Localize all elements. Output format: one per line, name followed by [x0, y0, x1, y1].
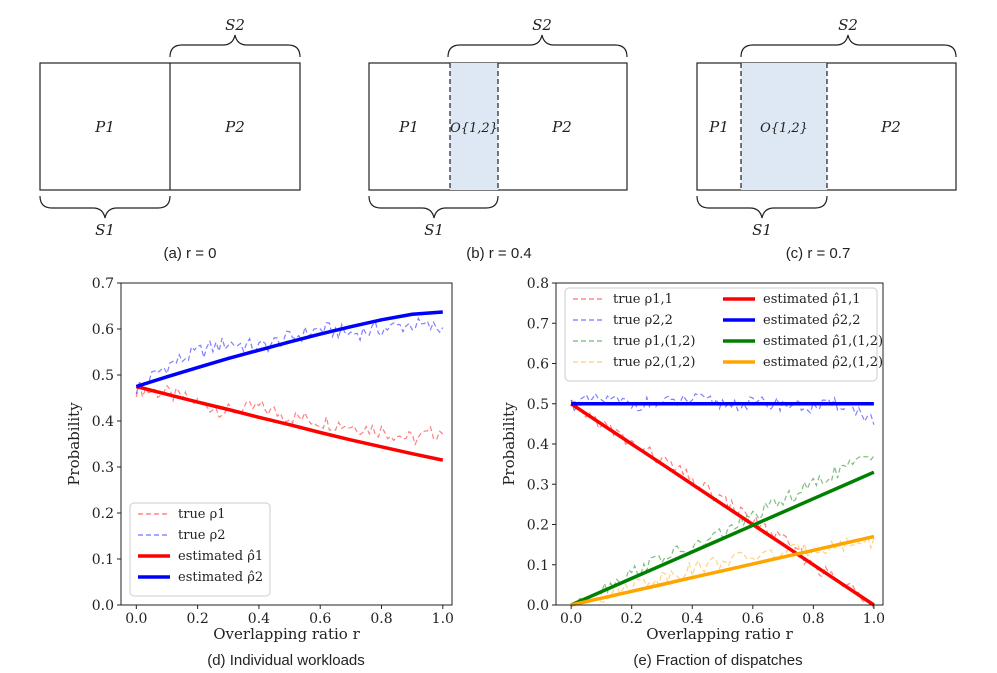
y-tick-label: 0.4 — [92, 414, 114, 430]
legend-entry: true ρ1 — [178, 507, 226, 522]
overlap-region — [741, 63, 827, 190]
overlap-label: O{1,2} — [450, 121, 498, 136]
caption-e: (e) Fraction of dispatches — [633, 652, 802, 669]
x-tick-label: 1.0 — [863, 611, 885, 627]
y-tick-label: 0.1 — [92, 552, 114, 568]
y-tick-label: 0.7 — [92, 276, 114, 292]
p1-label: P1 — [94, 118, 115, 136]
s1-brace — [39, 195, 171, 219]
y-tick-label: 0.6 — [527, 357, 549, 373]
series-line-true — [570, 455, 875, 606]
y-axis-label: Probability — [500, 402, 518, 486]
s1-brace — [368, 195, 499, 219]
chart-e: 0.0 0.2 0.4 0.6 0.8 1.0 0.0 0.1 0.2 0.3 0.4 0.5 0.6 0… — [500, 276, 885, 643]
y-tick-label: 0.3 — [527, 477, 549, 493]
series-line-estimated — [570, 534, 875, 607]
series-line-estimated — [135, 310, 443, 389]
series-line-true — [570, 535, 875, 607]
diagram-c: S2 P1 O{1,2} P2 S1 (c) r = 0.7 — [696, 16, 957, 262]
diagram-b: S2 P1 O{1,2} P2 S1 (b) r = 0.4 — [368, 16, 628, 262]
s2-label: S2 — [838, 16, 858, 34]
s1-label: S1 — [752, 221, 772, 239]
s2-brace — [447, 34, 628, 58]
overlap-region — [450, 63, 498, 190]
y-tick-label: 0.8 — [527, 276, 549, 292]
s2-label: S2 — [532, 16, 552, 34]
s2-brace — [740, 34, 957, 58]
p2-label: P2 — [551, 118, 572, 136]
legend-entry: estimated ρ̂2 — [178, 570, 263, 585]
x-tick-label: 0.2 — [621, 611, 643, 627]
x-tick-label: 0.0 — [125, 611, 147, 627]
s2-label: S2 — [225, 16, 245, 34]
y-tick-label: 0.3 — [92, 460, 114, 476]
series-line-true — [135, 316, 444, 395]
y-tick-label: 0.2 — [527, 518, 549, 534]
p2-label: P2 — [224, 118, 245, 136]
s2-brace — [169, 34, 301, 58]
y-tick-label: 0.6 — [92, 322, 114, 338]
p1-label: P1 — [708, 118, 729, 136]
legend-entry: estimated ρ̂1,(1,2) — [763, 334, 883, 349]
s1-label: S1 — [424, 221, 444, 239]
y-tick-label: 0.5 — [527, 397, 549, 413]
legend-entry: estimated ρ̂1,1 — [763, 292, 861, 307]
chart-d: 0.0 0.2 0.4 0.6 0.8 1.0 0.0 0.1 0.2 0.3 0.4 0.5 0.6 0… — [65, 276, 454, 643]
y-tick-label: 0.2 — [92, 506, 114, 522]
y-tick-label: 0.0 — [527, 598, 549, 614]
y-tick-label: 0.1 — [527, 558, 549, 574]
legend-entry: estimated ρ̂2,(1,2) — [763, 355, 883, 370]
series-line-estimated — [570, 470, 875, 607]
caption-d: (d) Individual workloads — [207, 652, 365, 669]
x-tick-label: 0.6 — [309, 611, 331, 627]
legend-entry: estimated ρ̂2,2 — [763, 313, 861, 328]
s1-brace — [696, 195, 828, 219]
p2-label: P2 — [880, 118, 901, 136]
caption-a: (a) r = 0 — [164, 245, 217, 262]
x-tick-label: 0.8 — [802, 611, 824, 627]
x-tick-label: 0.0 — [560, 611, 582, 627]
y-tick-label: 0.0 — [92, 598, 114, 614]
y-axis-label: Probability — [65, 402, 83, 486]
x-axis-label: Overlapping ratio r — [646, 625, 793, 643]
legend-entry: true ρ1,1 — [613, 292, 673, 307]
caption-c: (c) r = 0.7 — [786, 245, 851, 262]
legend-box — [129, 502, 271, 597]
p1-label: P1 — [398, 118, 419, 136]
x-tick-label: 0.6 — [742, 611, 764, 627]
x-tick-label: 0.4 — [248, 611, 270, 627]
overlap-label: O{1,2} — [760, 121, 808, 136]
series-line-estimated — [135, 384, 444, 462]
diagram-a: S2 P1 P2 S1 (a) r = 0 — [39, 16, 301, 262]
s1-label: S1 — [95, 221, 115, 239]
y-tick-label: 0.5 — [92, 368, 114, 384]
x-tick-label: 0.8 — [370, 611, 392, 627]
x-tick-label: 0.2 — [186, 611, 208, 627]
y-tick-label: 0.4 — [527, 437, 549, 453]
x-tick-label: 0.4 — [681, 611, 703, 627]
legend-entry: true ρ1,(1,2) — [613, 334, 696, 349]
legend-box — [564, 287, 878, 382]
x-axis-label: Overlapping ratio r — [213, 625, 360, 643]
legend-entry: estimated ρ̂1 — [178, 549, 263, 564]
legend-entry: true ρ2,(1,2) — [613, 355, 696, 370]
caption-b: (b) r = 0.4 — [466, 245, 531, 262]
legend-entry: true ρ2 — [178, 528, 226, 543]
x-tick-label: 1.0 — [432, 611, 454, 627]
series-line-true — [570, 392, 875, 425]
series-line-estimated — [570, 402, 875, 607]
plot-frame — [120, 282, 453, 606]
series-line-true — [135, 382, 444, 447]
legend-entry: true ρ2,2 — [613, 313, 673, 328]
y-tick-label: 0.7 — [527, 316, 549, 332]
